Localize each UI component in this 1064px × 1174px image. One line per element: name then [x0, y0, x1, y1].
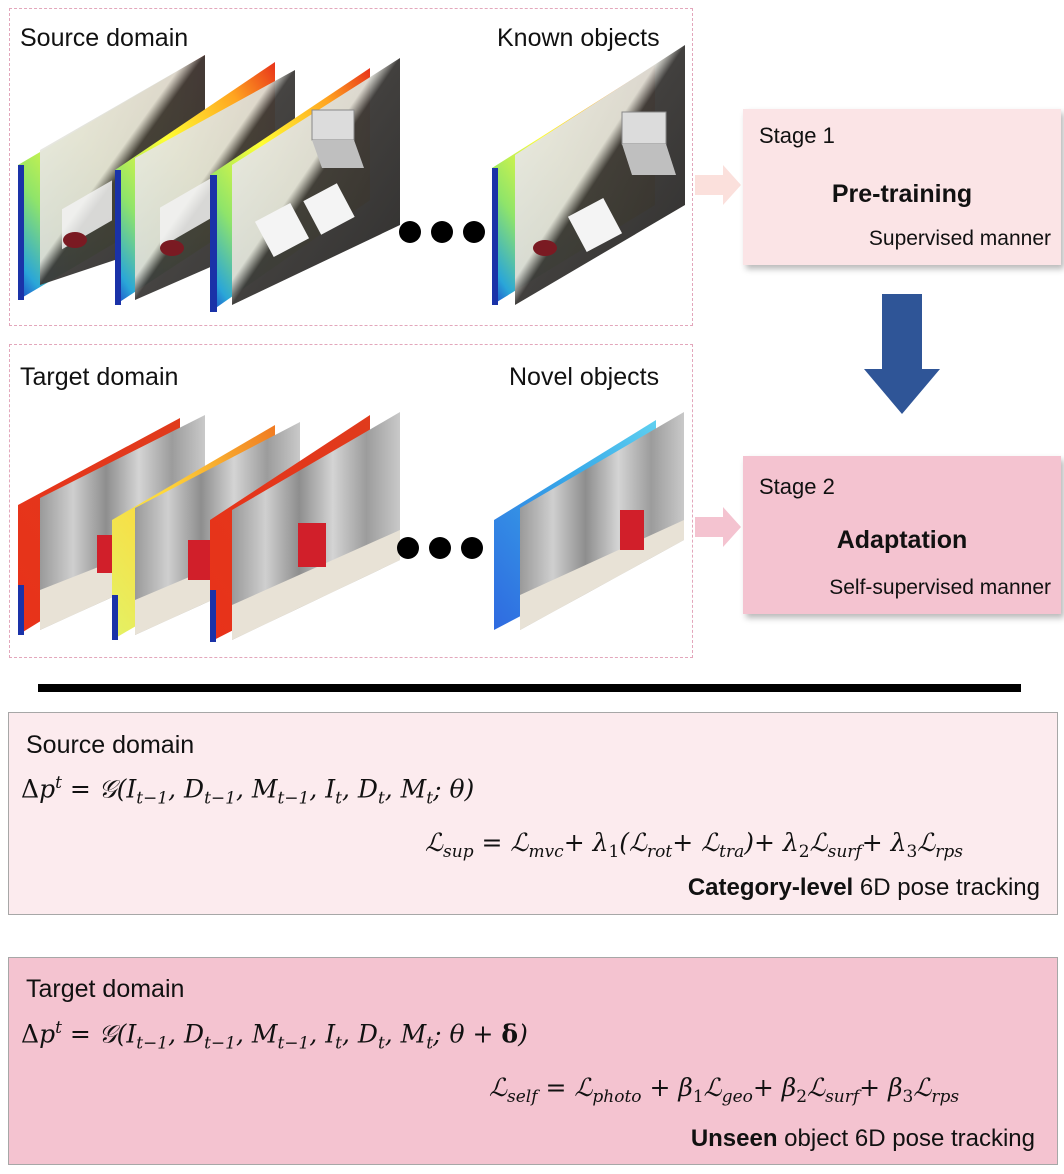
- stage-2-box: Stage 2 Adaptation Self-supervised manne…: [743, 456, 1061, 614]
- source-equation-box: Source domain Δpt = 𝒢(It−1, Dt−1, Mt−1, …: [8, 712, 1058, 915]
- novel-objects-label: Novel objects: [509, 363, 660, 391]
- stage-1-title: Stage 1: [759, 123, 835, 148]
- source-tracking-equation: Δpt = 𝒢(It−1, Dt−1, Mt−1, It, Dt, Mt; θ): [21, 773, 475, 809]
- stage-2-title: Stage 2: [759, 474, 835, 499]
- source-ellipsis-dots: [399, 221, 485, 243]
- source-frame-3: [210, 58, 400, 312]
- target-equation-domain: Target domain: [26, 975, 185, 1003]
- source-caption-rest: 6D pose tracking: [853, 874, 1040, 901]
- source-frame-4: [492, 45, 685, 305]
- target-ellipsis-dots: [397, 537, 483, 559]
- supervised-loss-equation: ℒsup = ℒmvc+ λ1(ℒrot+ ℒtra)+ λ2ℒsurf+ λ3…: [425, 828, 964, 862]
- stage-2-subtitle: Self-supervised manner: [829, 576, 1051, 599]
- stage-flow-arrow: [864, 294, 940, 414]
- target-caption: Unseen object 6D pose tracking: [691, 1125, 1035, 1153]
- target-caption-bold: Unseen: [690, 1125, 778, 1152]
- self-supervised-loss-equation: ℒself = ℒphoto + β1ℒgeo+ β2ℒsurf+ β3ℒrps: [489, 1073, 960, 1107]
- target-domain-label: Target domain: [20, 363, 179, 391]
- stage-2-name: Adaptation: [836, 526, 968, 554]
- known-objects-label: Known objects: [497, 24, 660, 52]
- target-frame-4: [494, 412, 684, 630]
- target-caption-rest: object 6D pose tracking: [777, 1125, 1035, 1152]
- target-tracking-equation: Δpt = 𝒢(It−1, Dt−1, Mt−1, It, Dt, Mt; θ …: [21, 1018, 528, 1054]
- stage-1-subtitle: Supervised manner: [868, 227, 1051, 250]
- target-frames-illustration: [18, 412, 684, 642]
- arrow-to-stage-2: [695, 507, 741, 547]
- source-caption: Category-level 6D pose tracking: [688, 874, 1040, 902]
- section-divider: [38, 684, 1021, 692]
- source-frames-illustration: [18, 45, 685, 312]
- target-equation-box: Target domain Δpt = 𝒢(It−1, Dt−1, Mt−1, …: [8, 957, 1058, 1165]
- target-frame-3: [210, 412, 400, 642]
- stage-1-box: Stage 1 Pre-training Supervised manner: [743, 109, 1061, 265]
- source-equation-domain: Source domain: [26, 731, 195, 759]
- arrow-to-stage-1: [695, 165, 741, 205]
- source-domain-panel: [9, 8, 693, 326]
- source-caption-bold: Category-level: [687, 874, 854, 901]
- target-domain-panel: [9, 344, 693, 658]
- stage-1-name: Pre-training: [831, 180, 973, 208]
- source-domain-label: Source domain: [20, 24, 189, 52]
